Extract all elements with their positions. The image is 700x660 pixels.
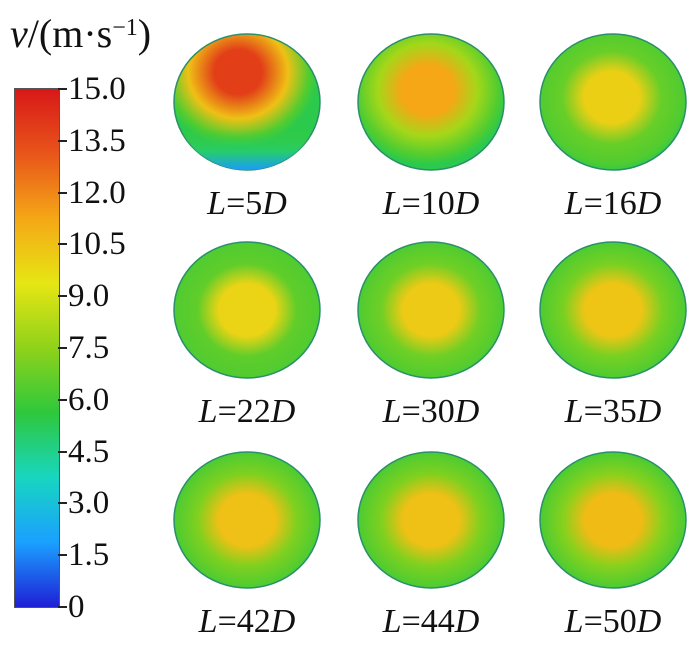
contour-panel: L=5D [172,32,322,242]
panel-label: L=22D [172,392,322,432]
panel-label-eq: =35 [583,393,637,430]
contour-ellipse [357,33,505,171]
colorbar [14,88,60,608]
panel-label-unit: D [454,393,480,430]
panel-label: L=5D [172,184,322,224]
panel-label-unit: D [636,393,662,430]
colorbar-tick-label: 4.5 [68,433,110,470]
colorbar-tick-mark [58,191,67,194]
colorbar-title-close: ) [137,11,152,56]
panel-label-eq: =30 [401,393,455,430]
panel-label: L=10D [356,184,506,224]
colorbar-title-exponent: −1 [112,15,138,41]
panel-label-eq: =10 [401,185,455,222]
panel-label-var: L [382,393,402,430]
contour-panel: L=44D [356,450,506,660]
panel-label: L=35D [538,392,688,432]
contour-ellipse [539,33,687,171]
panel-label-unit: D [454,603,480,640]
colorbar-tick-mark [58,139,67,142]
colorbar-title-unit: /(m·s [27,11,113,56]
panel-label-unit: D [636,603,662,640]
colorbar-tick-mark [58,606,67,608]
colorbar-tick-mark [58,347,67,349]
colorbar-tick-label: 9.0 [68,278,110,315]
contour-ellipse [539,451,687,589]
contour-panel: L=16D [538,32,688,242]
panel-label-var: L [198,393,218,430]
colorbar-tick-mark [58,398,67,401]
contour-ellipse [173,33,321,171]
contour-panel: L=42D [172,450,322,660]
panel-label-eq: =5 [226,185,263,222]
panel-label-unit: D [270,603,296,640]
contour-ellipse [173,241,321,379]
panel-label-var: L [207,185,227,222]
panel-label-var: L [564,393,584,430]
panel-label-eq: =22 [217,393,271,430]
panel-label-eq: =42 [217,603,271,640]
panel-label-var: L [382,185,402,222]
panel-label-eq: =50 [583,603,637,640]
colorbar-tick-label: 10.5 [68,226,126,263]
colorbar-title: v/(m·s−1) [10,8,200,68]
colorbar-tick-label: 7.5 [68,330,110,366]
contour-panel: L=50D [538,450,688,660]
colorbar-tick-mark [58,450,67,453]
panel-label: L=44D [356,602,506,642]
panel-label-var: L [564,185,584,222]
panel-label: L=42D [172,602,322,642]
contour-ellipse [357,451,505,589]
colorbar-tick-mark [58,502,67,505]
colorbar-tick-label: 6.0 [68,381,110,418]
colorbar-tick-label: 15.0 [68,71,126,107]
panel-label: L=30D [356,392,506,432]
colorbar-tick-label: 13.5 [68,122,126,159]
colorbar-tick-label: 3.0 [68,485,110,522]
panel-label-unit: D [454,185,480,222]
panel-label-unit: D [262,185,287,222]
contour-ellipse [357,241,505,379]
contour-ellipse [539,241,687,379]
panel-label-eq: =44 [401,603,455,640]
colorbar-tick-mark [58,295,67,298]
panel-label-var: L [564,603,584,640]
colorbar-tick-mark [58,243,67,246]
panel-label-var: L [198,603,218,640]
panel-label: L=50D [538,602,688,642]
contour-panel: L=22D [172,240,322,450]
panel-label-eq: =16 [583,185,637,222]
panel-label-var: L [382,603,402,640]
contour-panel: L=10D [356,32,506,242]
colorbar-tick-mark [58,554,67,557]
contour-panel: L=35D [538,240,688,450]
panel-label-unit: D [270,393,296,430]
contour-panel: L=30D [356,240,506,450]
contour-ellipse [173,451,321,589]
colorbar-tick-label: 1.5 [68,537,110,574]
panel-label-unit: D [636,185,662,222]
colorbar-tick-label: 12.0 [68,174,126,211]
colorbar-title-variable: v [10,11,28,56]
colorbar-tick-mark [58,88,67,90]
panel-label: L=16D [538,184,688,224]
colorbar-tick-label: 0 [68,589,85,625]
